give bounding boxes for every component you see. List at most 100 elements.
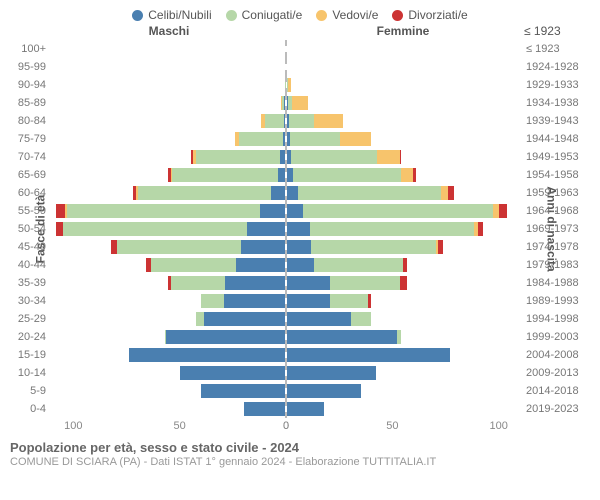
age-row: 90-941929-1933	[10, 76, 590, 94]
female-bar	[287, 384, 418, 398]
female-side	[285, 58, 520, 76]
age-row: 10-14 2009-2013	[10, 364, 590, 382]
female-bar	[287, 114, 401, 128]
year-label: 1984-1988	[520, 274, 590, 292]
male-bar	[137, 150, 285, 164]
age-row: 15-192004-2008	[10, 346, 590, 364]
age-row: 35-391984-1988	[10, 274, 590, 292]
bar-segment	[290, 132, 341, 146]
age-label: 90-94	[10, 76, 52, 94]
male-bar	[120, 276, 285, 290]
male-side	[52, 382, 285, 400]
male-side	[52, 148, 285, 166]
age-label: 70-74	[10, 148, 52, 166]
bar-segment	[129, 348, 285, 362]
age-row: 50-541969-1973	[10, 220, 590, 238]
bar-segment	[400, 276, 408, 290]
age-row: 5-92014-2018	[10, 382, 590, 400]
bar-segment	[311, 240, 436, 254]
female-bar	[287, 60, 289, 74]
bar-segment	[287, 276, 330, 290]
bar-segment	[293, 168, 400, 182]
male-side	[52, 112, 285, 130]
female-bar	[287, 240, 478, 254]
male-bar	[211, 114, 285, 128]
age-label: 100+	[10, 40, 52, 58]
bar-segment	[438, 240, 443, 254]
male-side	[52, 346, 285, 364]
bar-segment	[196, 150, 280, 164]
male-bar	[96, 186, 285, 200]
age-label: 65-69	[10, 166, 52, 184]
female-side	[285, 256, 520, 274]
male-side	[52, 274, 285, 292]
male-side	[52, 364, 285, 382]
female-bar	[287, 402, 380, 416]
bar-segment	[287, 402, 324, 416]
female-bar	[287, 96, 357, 110]
female-side	[285, 400, 520, 418]
bar-segment	[271, 186, 285, 200]
female-bar	[287, 276, 454, 290]
female-bar	[287, 132, 427, 146]
year-label: 2009-2013	[520, 364, 590, 382]
female-bar	[287, 294, 427, 308]
bar-segment	[303, 204, 493, 218]
bar-segment	[117, 240, 241, 254]
x-axis-male: 050100	[52, 420, 286, 434]
age-label: 50-54	[10, 220, 52, 238]
bar-segment	[292, 96, 308, 110]
age-label: 55-59	[10, 202, 52, 220]
age-row: 0-42019-2023	[10, 400, 590, 418]
female-side	[285, 328, 520, 346]
x-tick: 100	[490, 420, 508, 432]
legend-label: Vedovi/e	[332, 8, 378, 22]
chart-title: Popolazione per età, sesso e stato civil…	[10, 440, 590, 455]
bar-segment	[201, 294, 224, 308]
bar-segment	[400, 150, 401, 164]
male-bar	[141, 312, 285, 326]
male-bar	[177, 132, 285, 146]
age-row: 60-641959-1963	[10, 184, 590, 202]
male-bar	[105, 258, 285, 272]
x-axis-female: 050100	[286, 420, 520, 434]
bar-segment	[288, 78, 291, 92]
male-side	[52, 220, 285, 238]
bar-segment	[265, 114, 284, 128]
bar-segment	[291, 150, 377, 164]
female-bar	[287, 222, 501, 236]
legend-swatch	[132, 10, 143, 21]
male-side	[52, 256, 285, 274]
bar-segment	[448, 186, 453, 200]
bar-segment	[314, 258, 402, 272]
female-side	[285, 274, 520, 292]
bar-segment	[287, 366, 376, 380]
age-label: 10-14	[10, 364, 52, 382]
age-row: 25-291994-1998	[10, 310, 590, 328]
male-side	[52, 310, 285, 328]
bar-segment	[138, 186, 272, 200]
year-label: 1999-2003	[520, 328, 590, 346]
age-label: 95-99	[10, 58, 52, 76]
female-side	[285, 166, 520, 184]
female-side	[285, 40, 520, 58]
bar-segment	[287, 348, 450, 362]
legend-item: Coniugati/e	[226, 8, 303, 22]
male-side	[52, 184, 285, 202]
bar-segment	[260, 204, 285, 218]
age-row: 65-691954-1958	[10, 166, 590, 184]
age-label: 25-29	[10, 310, 52, 328]
male-bar	[54, 222, 285, 236]
legend-label: Celibi/Nubili	[148, 8, 211, 22]
header-male: Maschi	[52, 24, 286, 38]
male-side	[52, 58, 285, 76]
data-rows: 100+≤ 192395-991924-192890-941929-193385…	[10, 40, 590, 418]
bar-segment	[239, 132, 283, 146]
year-label: 1964-1968	[520, 202, 590, 220]
male-bar	[145, 294, 285, 308]
female-side	[285, 94, 520, 112]
bar-segment	[287, 330, 397, 344]
male-side	[52, 238, 285, 256]
bar-segment	[172, 168, 277, 182]
female-side	[285, 76, 520, 94]
